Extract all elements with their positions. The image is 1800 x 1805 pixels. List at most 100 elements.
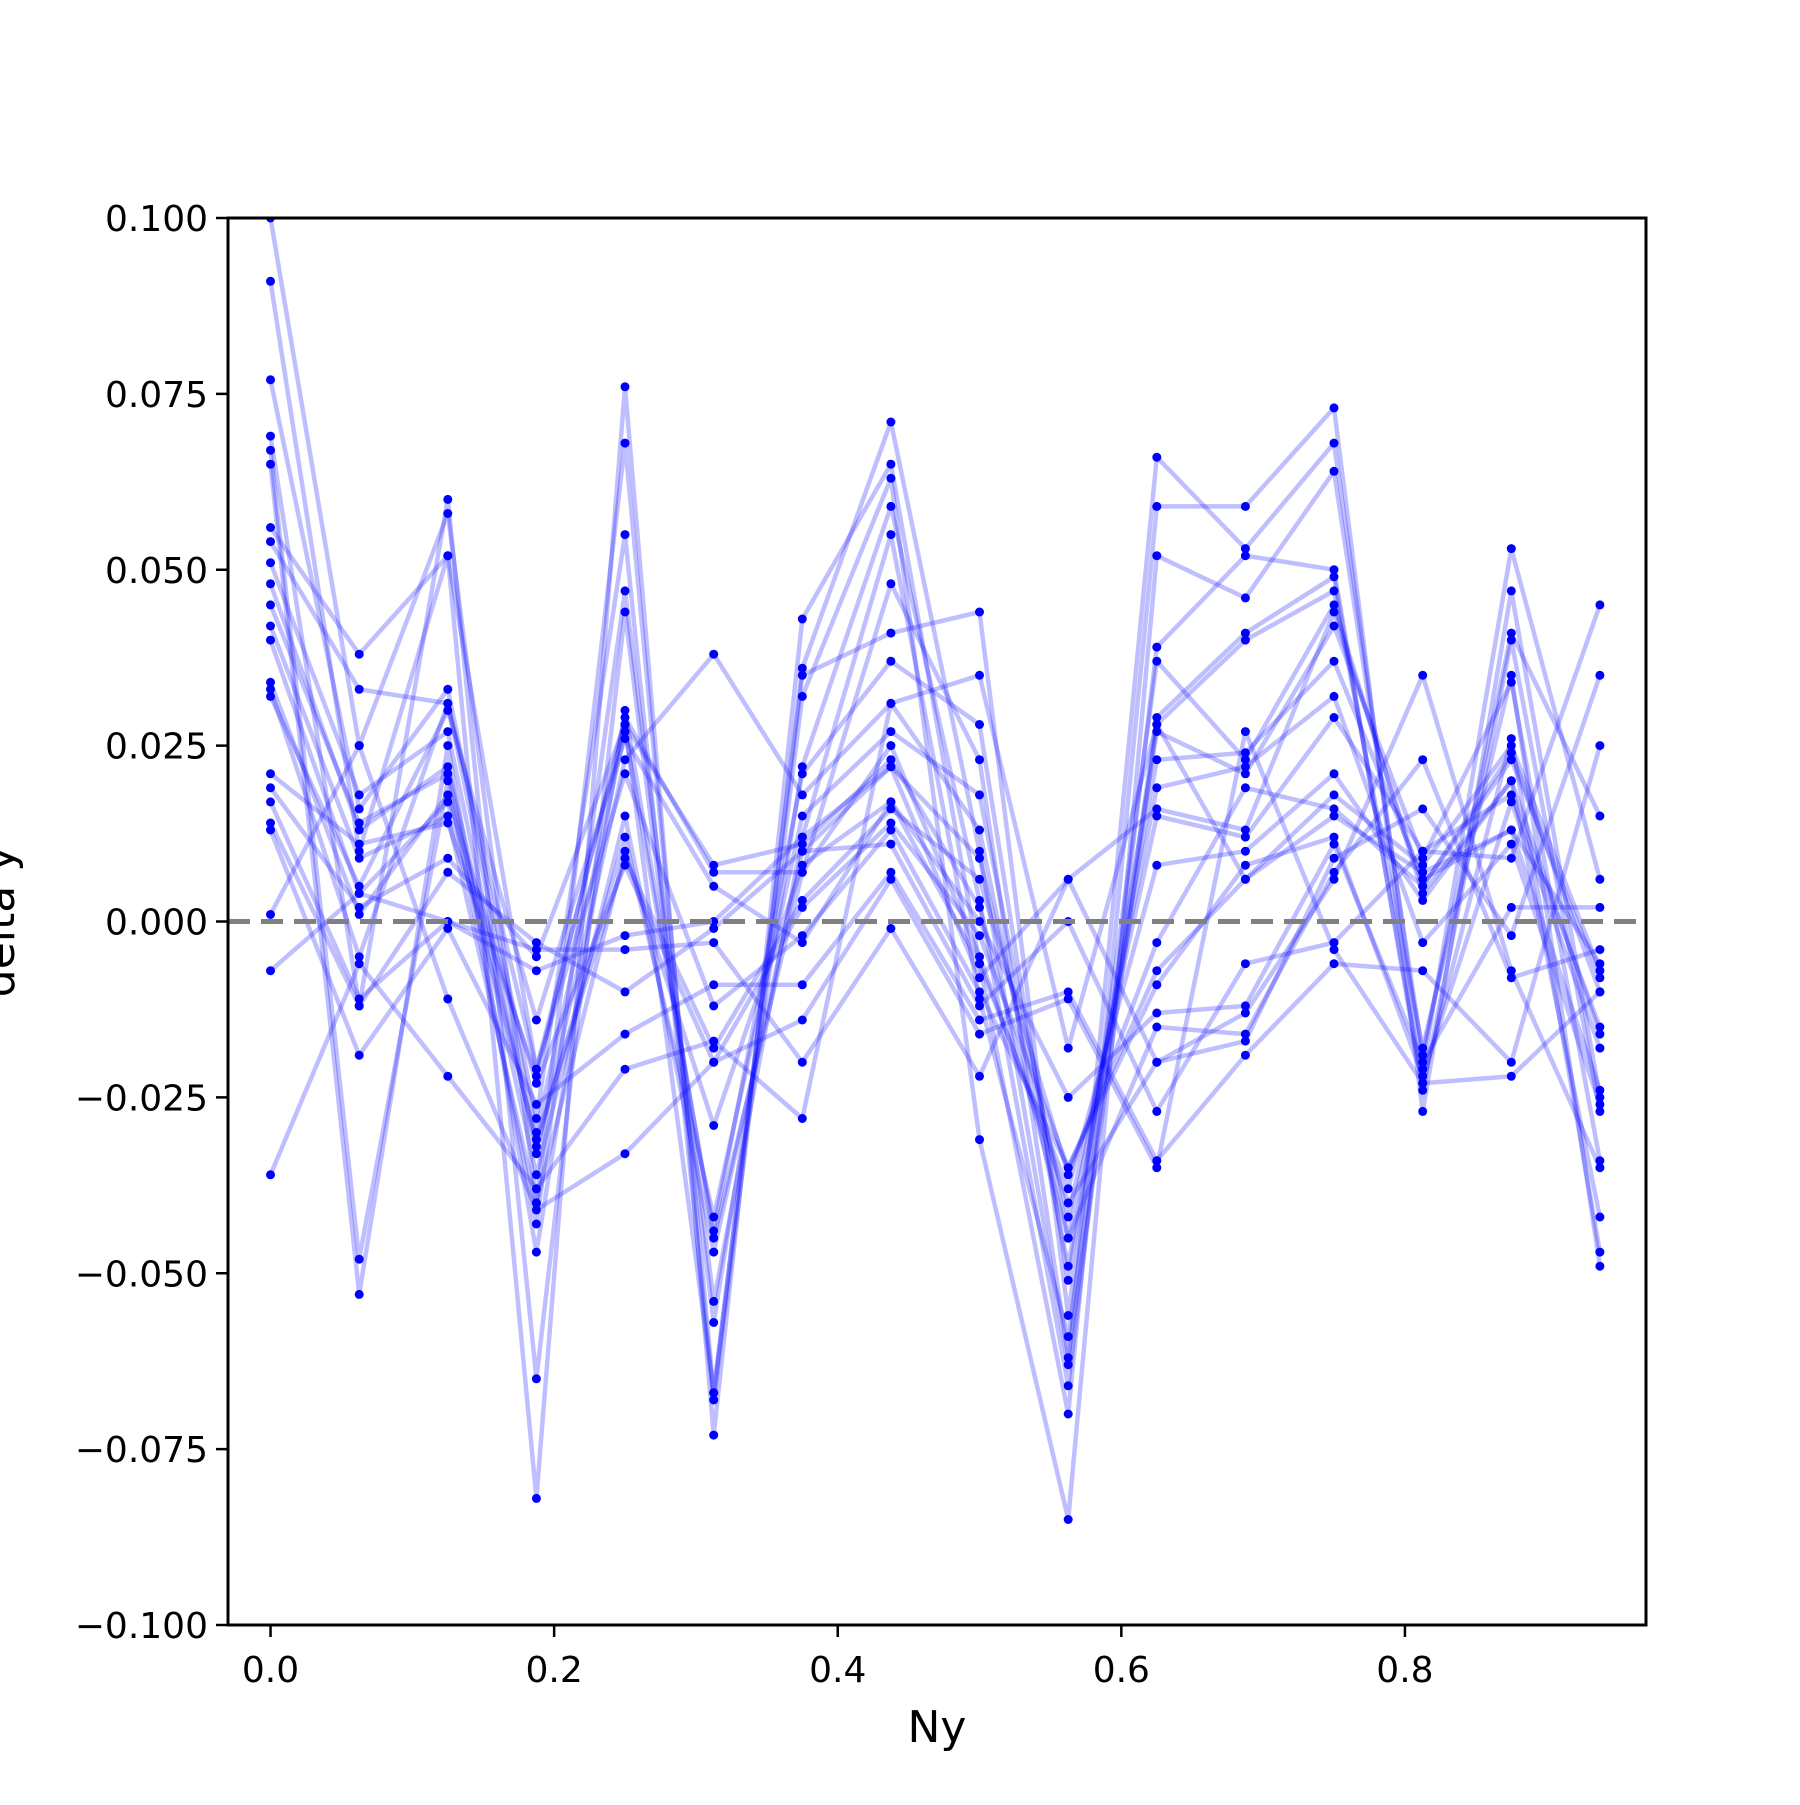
data-point	[1418, 888, 1428, 898]
data-point	[886, 417, 896, 427]
data-point	[354, 910, 364, 919]
data-point	[709, 1388, 719, 1398]
data-point	[266, 966, 275, 976]
data-point	[797, 895, 807, 905]
x-tick-label: 0.4	[809, 1650, 866, 1691]
data-point	[886, 698, 896, 708]
data-point	[797, 931, 807, 941]
data-point	[1240, 755, 1250, 765]
data-point	[886, 755, 896, 765]
data-point	[620, 853, 630, 863]
data-point	[443, 762, 453, 772]
y-tick-label: 0.075	[105, 375, 208, 416]
data-point	[1063, 1170, 1073, 1180]
data-point	[709, 1430, 719, 1440]
data-point	[1152, 811, 1162, 821]
data-point	[531, 1170, 541, 1180]
data-point	[797, 832, 807, 842]
data-point	[709, 649, 719, 659]
data-point	[620, 1029, 630, 1039]
data-point	[1240, 1008, 1250, 1018]
data-point	[1329, 811, 1339, 821]
data-point	[1240, 1036, 1250, 1046]
data-point	[1063, 1275, 1073, 1285]
data-point	[1240, 846, 1250, 856]
data-point	[709, 1121, 719, 1130]
data-point	[354, 649, 364, 659]
data-point	[620, 811, 630, 821]
data-point	[1595, 1092, 1605, 1102]
data-point	[797, 670, 807, 680]
series-line-4	[268, 435, 1603, 1389]
data-point	[354, 888, 364, 898]
data-point	[443, 797, 453, 807]
data-point	[975, 959, 984, 969]
data-point	[443, 924, 453, 933]
data-point	[266, 1170, 275, 1180]
data-point	[709, 1057, 719, 1067]
data-point	[1329, 438, 1339, 448]
data-point	[531, 1015, 541, 1025]
data-point	[709, 1226, 719, 1236]
data-point	[266, 558, 275, 568]
data-point	[886, 804, 896, 814]
data-point	[975, 931, 984, 941]
data-point	[709, 1212, 719, 1222]
data-point	[797, 1114, 807, 1123]
data-point	[1329, 853, 1339, 863]
data-point	[620, 713, 630, 722]
data-point	[1506, 635, 1516, 645]
data-point	[620, 530, 630, 540]
data-point	[620, 586, 630, 596]
data-point	[975, 607, 984, 617]
data-point	[1329, 691, 1339, 701]
data-point	[1152, 501, 1162, 511]
data-point	[1152, 452, 1162, 462]
data-point	[975, 825, 984, 835]
data-point	[620, 1064, 630, 1074]
data-point	[1506, 748, 1516, 758]
series-line-16	[268, 695, 1600, 1100]
data-point	[1595, 973, 1605, 983]
data-point	[266, 621, 275, 631]
data-point	[1152, 1163, 1162, 1173]
data-point	[1418, 853, 1428, 863]
data-point	[886, 797, 896, 807]
series-line-23	[269, 609, 1602, 1079]
data-point	[443, 853, 453, 863]
data-point	[1152, 720, 1162, 729]
data-point	[975, 917, 984, 926]
data-point	[1506, 839, 1516, 849]
data-point	[1240, 727, 1250, 737]
data-point	[1152, 727, 1162, 737]
data-point	[886, 818, 896, 828]
data-point	[620, 931, 630, 941]
data-point	[266, 375, 275, 385]
data-point	[1506, 1057, 1516, 1067]
data-point	[797, 980, 807, 990]
data-point	[443, 727, 453, 737]
data-point	[443, 1071, 453, 1081]
data-point	[1240, 544, 1250, 554]
data-point	[1506, 586, 1516, 596]
data-point	[1595, 670, 1605, 680]
series-line-3	[268, 379, 1602, 1522]
data-point	[1240, 593, 1250, 603]
data-point	[531, 1064, 541, 1074]
data-point	[354, 952, 364, 962]
data-point	[709, 867, 719, 877]
data-point	[1329, 938, 1339, 948]
data-point	[266, 783, 275, 793]
data-point	[1152, 642, 1162, 652]
y-tick-label: −0.025	[75, 1078, 208, 1119]
data-point	[620, 382, 630, 392]
data-point	[266, 537, 275, 547]
data-point	[975, 902, 984, 912]
data-point	[975, 994, 984, 1004]
data-point	[886, 867, 896, 877]
data-point	[266, 276, 275, 286]
data-point	[620, 846, 630, 856]
series-line-12	[268, 625, 1603, 1206]
data-point	[1595, 966, 1605, 976]
data-point	[1329, 832, 1339, 842]
